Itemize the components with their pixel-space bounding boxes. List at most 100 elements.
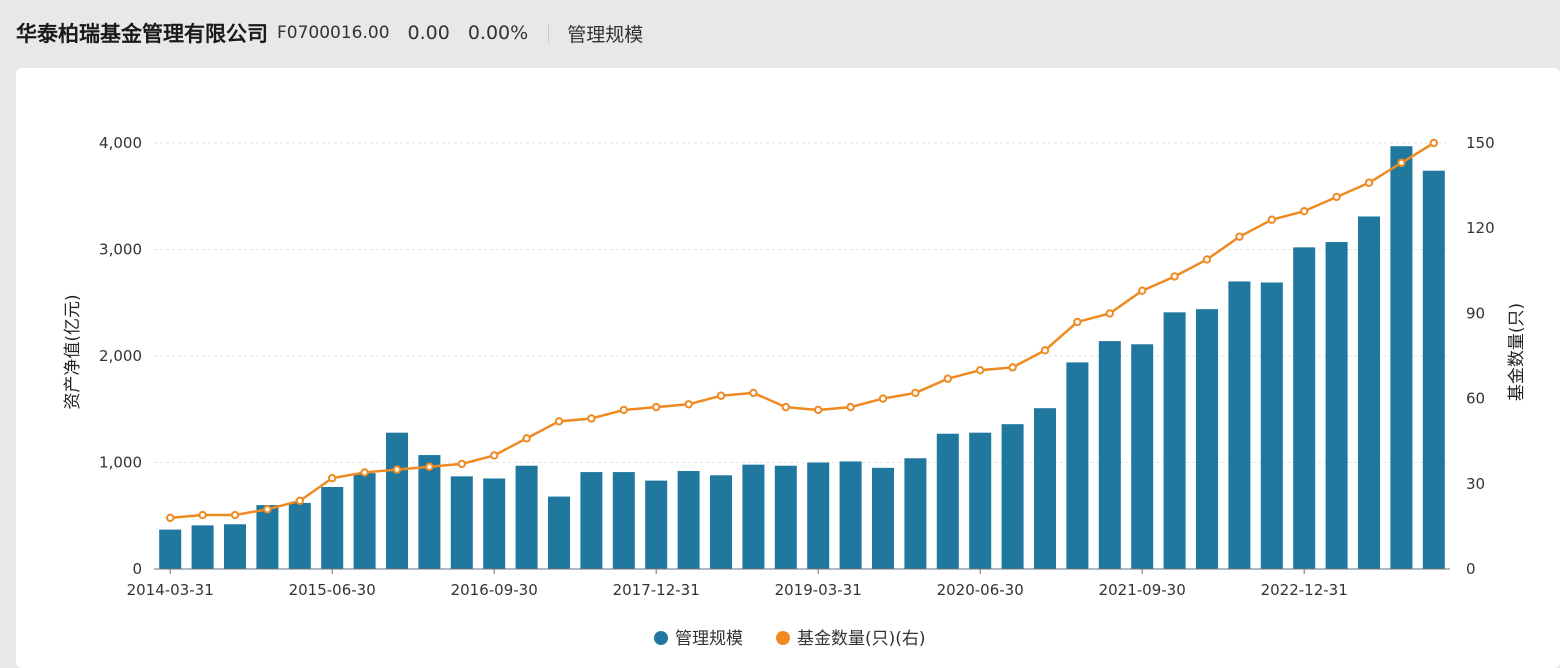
fund-count-point-2020-03-31[interactable] [943, 374, 952, 383]
fund-count-point-2015-09-30[interactable] [360, 468, 369, 477]
fund-count-point-2022-12-31[interactable] [1300, 206, 1309, 216]
fund-count-point-2023-06-30[interactable] [1364, 178, 1374, 187]
bar-2015-03-31[interactable] [288, 502, 311, 569]
bar-2018-09-30[interactable] [742, 464, 765, 569]
fund-count-point-2020-09-30[interactable] [1008, 363, 1017, 372]
bar-2014-09-30[interactable] [223, 524, 247, 569]
fund-count-point-2022-09-30[interactable] [1267, 215, 1277, 224]
bar-2017-06-30[interactable] [580, 472, 603, 569]
fund-count-point-2018-03-31[interactable] [684, 400, 693, 409]
fund-count-point-2014-12-31[interactable] [263, 505, 272, 514]
bar-2016-03-31[interactable] [418, 455, 441, 569]
bar-2021-03-31[interactable] [1066, 362, 1089, 569]
fund-count-point-2021-03-31[interactable] [1073, 317, 1082, 327]
x-axis-tick-label: 2015-06-30 [289, 581, 376, 599]
fund-count-point-2018-06-30[interactable] [716, 391, 726, 400]
bar-2018-06-30[interactable] [709, 475, 733, 569]
header: 华泰柏瑞基金管理有限公司 F0700016.00 0.00 0.00% 管理规模 [0, 0, 1560, 66]
fund-count-point-2015-06-30[interactable] [328, 473, 337, 483]
fund-count-point-2019-09-30[interactable] [878, 394, 888, 403]
bar-2022-09-30[interactable] [1260, 282, 1283, 569]
bar-2016-12-31[interactable] [515, 465, 538, 569]
right-axis-tick-label: 60 [1466, 390, 1485, 408]
bar-2016-09-30[interactable] [483, 478, 506, 569]
fund-count-point-2017-12-31[interactable] [652, 402, 661, 412]
right-axis-title: 基金数量(只) [1507, 303, 1527, 401]
bar-2022-12-31[interactable] [1293, 247, 1316, 569]
bar-2023-03-31[interactable] [1325, 242, 1348, 570]
fund-count-point-2016-03-31[interactable] [425, 462, 434, 471]
legend-line-label[interactable]: 基金数量(只)(右) [797, 629, 926, 649]
bar-2019-12-31[interactable] [904, 458, 927, 569]
fund-count-point-2017-06-30[interactable] [587, 414, 596, 423]
bar-2020-09-30[interactable] [1001, 424, 1024, 569]
fund-count-point-2023-09-30[interactable] [1397, 158, 1406, 168]
fund-count-point-2018-09-30[interactable] [749, 388, 758, 398]
fund-count-point-2017-03-31[interactable] [554, 417, 564, 426]
fund-count-point-2016-09-30[interactable] [490, 451, 499, 460]
fund-count-point-2021-12-31[interactable] [1170, 272, 1179, 281]
bar-2022-03-31[interactable] [1195, 309, 1219, 569]
bar-2017-12-31[interactable] [645, 480, 668, 569]
bar-2020-12-31[interactable] [1033, 408, 1057, 569]
fund-count-point-2020-12-31[interactable] [1040, 346, 1050, 355]
fund-count-point-2014-06-30[interactable] [198, 510, 207, 520]
fund-count-point-2019-12-31[interactable] [911, 388, 920, 398]
tab-management-scale[interactable]: 管理规模 [567, 23, 644, 46]
fund-count-point-2021-09-30[interactable] [1138, 286, 1147, 295]
bar-2020-06-30[interactable] [969, 432, 992, 569]
fund-count-point-2016-06-30[interactable] [457, 459, 466, 469]
legend-line-marker[interactable] [776, 631, 790, 645]
bar-2017-09-30[interactable] [612, 472, 635, 569]
left-axis-tick-label: 0 [132, 560, 142, 578]
bar-2014-03-31[interactable] [159, 529, 182, 569]
bar-2021-09-30[interactable] [1131, 344, 1154, 569]
left-axis-tick-label: 4,000 [99, 134, 142, 152]
bar-2018-12-31[interactable] [774, 465, 797, 569]
left-axis-title: 资产净值(亿元) [63, 294, 83, 409]
bar-2018-03-31[interactable] [677, 471, 700, 569]
fund-count-point-2023-12-31[interactable] [1429, 138, 1439, 148]
bar-2022-06-30[interactable] [1228, 281, 1251, 569]
bar-2019-03-31[interactable] [807, 462, 830, 570]
fund-count-point-2015-12-31[interactable] [392, 465, 402, 474]
fund-count-point-2019-03-31[interactable] [814, 405, 823, 415]
x-axis-tick-label: 2022-12-31 [1261, 581, 1348, 599]
fund-count-point-2022-03-31[interactable] [1202, 255, 1212, 264]
fund-count-point-2014-03-31[interactable] [166, 513, 175, 523]
bar-2016-06-30[interactable] [450, 476, 473, 569]
legend-bar-label[interactable]: 管理规模 [675, 629, 743, 649]
left-axis-tick-label: 3,000 [99, 241, 142, 259]
bar-2021-06-30[interactable] [1098, 341, 1121, 569]
bar-2023-09-30[interactable] [1390, 146, 1413, 569]
fund-count-point-2016-12-31[interactable] [522, 434, 531, 443]
bar-2014-12-31[interactable] [256, 505, 279, 569]
fund-count-point-2015-03-31[interactable] [295, 496, 304, 506]
bar-2015-12-31[interactable] [385, 432, 409, 569]
bar-2019-06-30[interactable] [839, 461, 862, 569]
bar-2015-09-30[interactable] [353, 473, 376, 569]
right-axis-tick-label: 120 [1466, 219, 1495, 237]
bar-2014-06-30[interactable] [191, 525, 214, 569]
fund-count-point-2021-06-30[interactable] [1105, 309, 1115, 318]
bar-2020-03-31[interactable] [936, 433, 959, 569]
bar-2019-09-30[interactable] [871, 467, 895, 569]
bar-2017-03-31[interactable] [547, 496, 571, 569]
fund-count-point-2019-06-30[interactable] [846, 402, 855, 412]
bar-2023-12-31[interactable] [1422, 170, 1445, 569]
bar-2023-06-30[interactable] [1357, 216, 1381, 570]
bar-2021-12-31[interactable] [1163, 312, 1186, 569]
fund-count-point-2018-12-31[interactable] [781, 402, 790, 412]
fund-count-point-2022-06-30[interactable] [1235, 232, 1244, 241]
right-axis-tick-label: 150 [1466, 134, 1495, 152]
x-axis-tick-label: 2019-03-31 [775, 581, 862, 599]
fund-count-point-2020-06-30[interactable] [976, 366, 985, 375]
fund-count-point-2017-09-30[interactable] [619, 405, 628, 415]
fund-count-point-2023-03-31[interactable] [1332, 192, 1341, 202]
bar-2015-06-30[interactable] [321, 486, 344, 569]
legend-bar-marker[interactable] [654, 631, 668, 645]
left-axis-tick-label: 2,000 [99, 347, 142, 365]
fund-code: F0700016.00 [277, 23, 390, 43]
fund-count-point-2014-09-30[interactable] [230, 510, 240, 520]
right-axis-tick-label: 30 [1466, 475, 1485, 493]
